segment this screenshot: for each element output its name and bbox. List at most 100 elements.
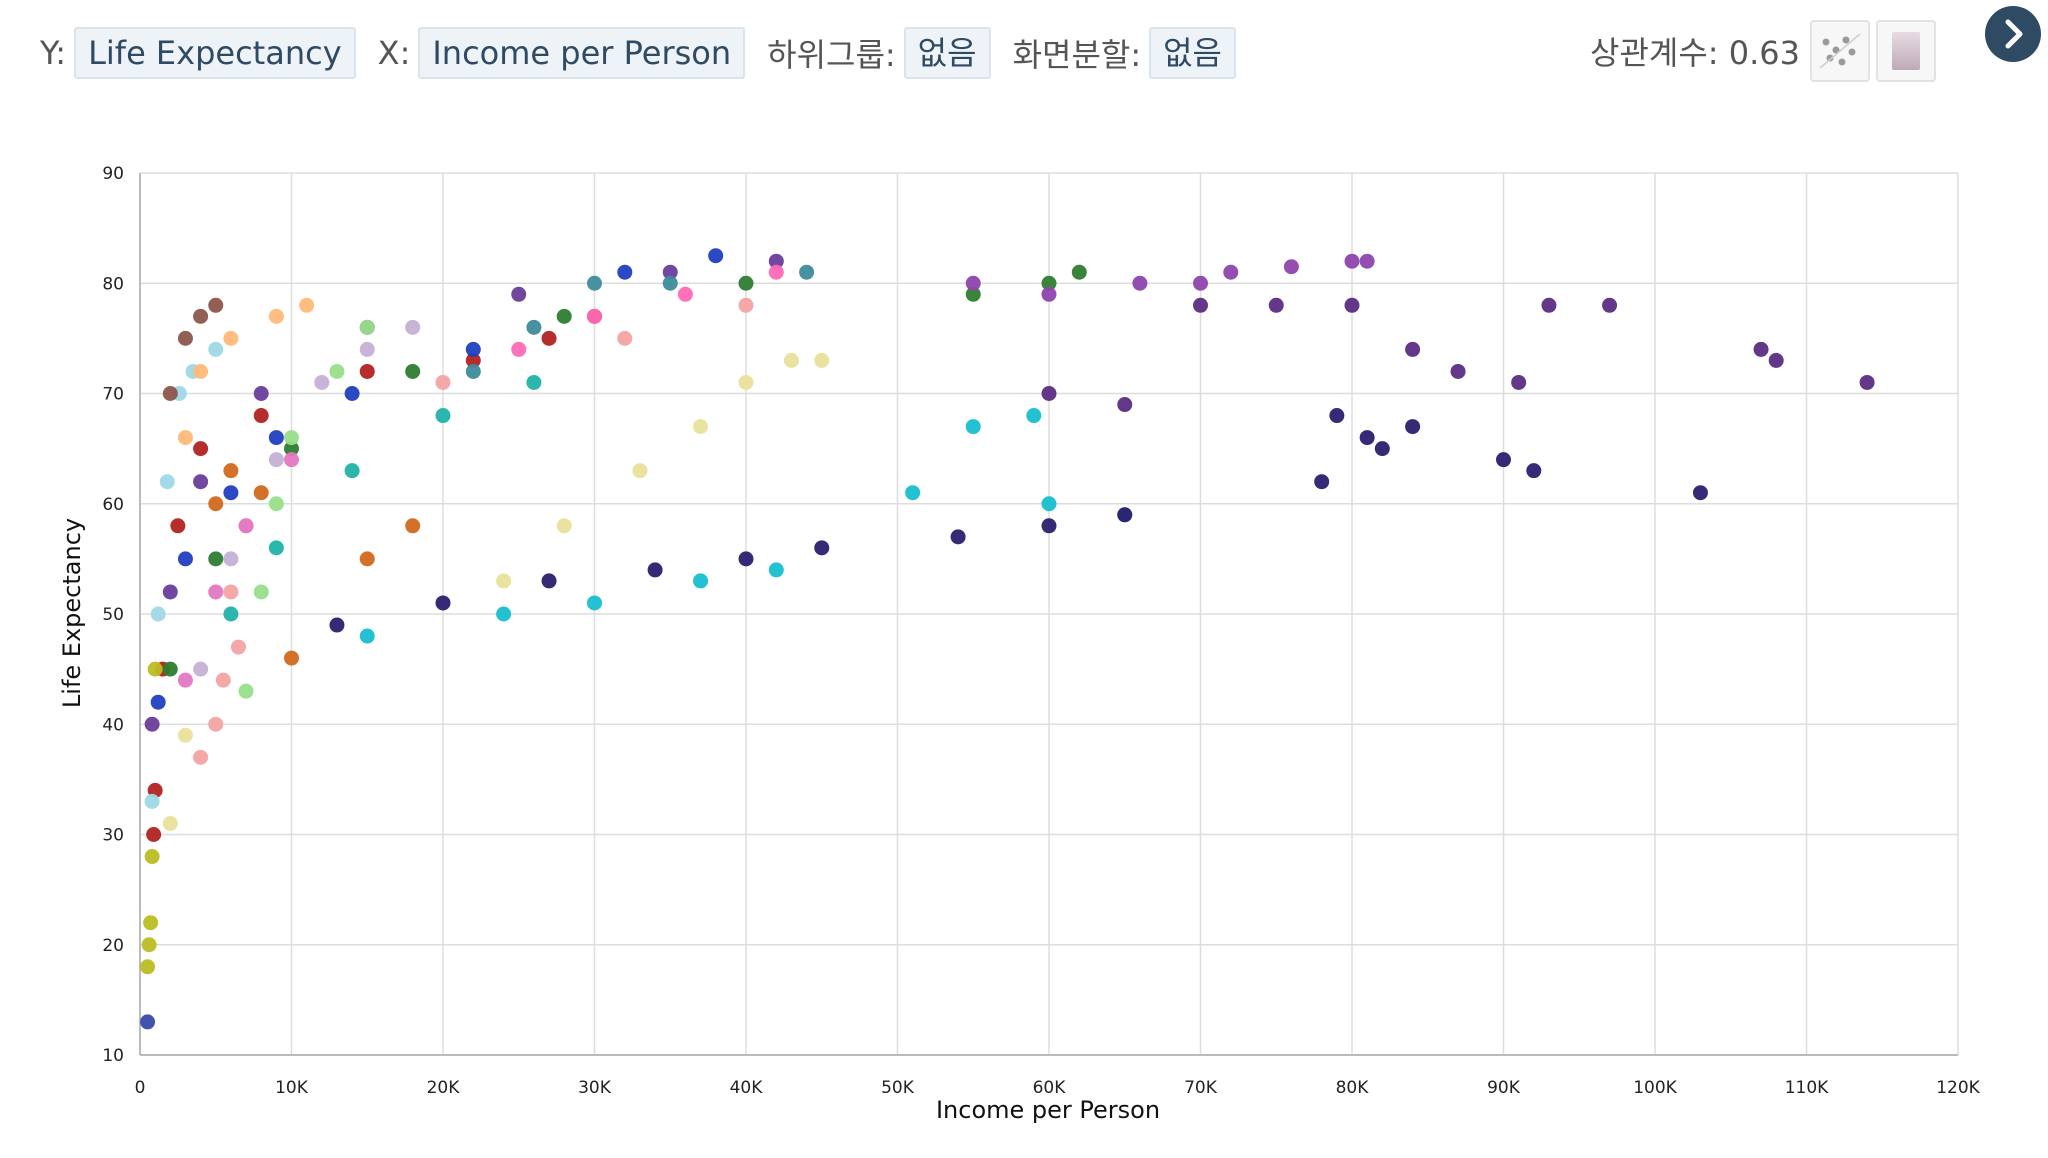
data-point[interactable] [238,683,254,699]
data-point[interactable] [526,319,542,335]
data-point[interactable] [344,386,360,401]
data-point[interactable] [556,518,572,534]
data-point[interactable] [359,341,375,357]
data-point[interactable] [768,253,784,269]
data-point[interactable] [1450,363,1466,379]
data-point[interactable] [253,408,269,424]
data-point[interactable] [435,374,451,390]
data-point[interactable] [587,595,602,611]
data-point[interactable] [268,540,284,556]
data-point[interactable] [1117,397,1133,413]
data-point[interactable] [329,363,345,379]
data-point[interactable] [150,694,166,710]
data-point[interactable] [1041,275,1057,291]
data-point[interactable] [141,937,157,953]
data-point[interactable] [814,352,830,368]
data-point[interactable] [1132,275,1148,291]
data-point[interactable] [193,749,209,765]
data-point[interactable] [496,606,512,622]
gradient-toggle-button[interactable] [1876,20,1936,82]
data-point[interactable] [465,352,481,368]
data-point[interactable] [662,264,678,280]
data-point[interactable] [1329,408,1345,424]
data-point[interactable] [1541,297,1557,313]
data-point[interactable] [465,363,481,379]
data-point[interactable] [1268,297,1284,313]
data-point[interactable] [223,584,239,600]
data-point[interactable] [208,716,224,732]
split-select[interactable]: 없음 [1149,27,1236,79]
data-point[interactable] [1753,341,1769,357]
data-point[interactable] [768,562,784,578]
data-point[interactable] [144,793,160,809]
data-point[interactable] [693,573,709,589]
data-point[interactable] [965,275,981,291]
data-point[interactable] [541,573,557,589]
data-point[interactable] [1602,297,1618,313]
data-point[interactable] [284,430,299,446]
data-point[interactable] [1359,253,1375,269]
data-point[interactable] [162,386,178,401]
data-point[interactable] [208,297,224,313]
data-point[interactable] [344,463,360,479]
data-point[interactable] [177,330,193,346]
data-point[interactable] [662,275,678,291]
data-point[interactable] [1692,485,1708,501]
data-point[interactable] [814,540,830,556]
data-point[interactable] [253,386,269,401]
data-point[interactable] [965,286,981,302]
data-point[interactable] [162,661,178,677]
data-point[interactable] [177,551,193,567]
data-point[interactable] [223,606,239,622]
data-point[interactable] [208,496,224,512]
data-point[interactable] [223,551,239,567]
data-point[interactable] [738,374,754,390]
data-point[interactable] [1041,386,1057,401]
data-point[interactable] [268,452,284,468]
data-point[interactable] [193,363,209,379]
data-point[interactable] [738,275,754,291]
data-point[interactable] [359,363,375,379]
data-point[interactable] [1496,452,1511,468]
data-point[interactable] [177,727,193,743]
data-point[interactable] [435,408,451,424]
data-point[interactable] [587,275,602,291]
data-point[interactable] [359,319,375,335]
data-point[interactable] [405,319,421,335]
next-button[interactable] [1985,6,2041,62]
data-point[interactable] [193,441,209,457]
data-point[interactable] [284,650,299,666]
data-point[interactable] [144,849,160,865]
data-point[interactable] [223,485,239,501]
data-point[interactable] [1405,341,1421,357]
data-point[interactable] [1223,264,1239,280]
data-point[interactable] [1359,430,1375,446]
data-point[interactable] [230,639,246,655]
data-point[interactable] [147,661,163,677]
data-point[interactable] [268,430,284,446]
data-point[interactable] [617,264,633,280]
data-point[interactable] [223,463,239,479]
data-point[interactable] [238,518,254,534]
data-point[interactable] [253,584,269,600]
data-point[interactable] [284,452,299,468]
data-point[interactable] [1344,297,1360,313]
data-point[interactable] [965,419,981,435]
data-point[interactable] [208,341,224,357]
data-point[interactable] [738,297,754,313]
data-point[interactable] [511,341,527,357]
scatter-toggle-button[interactable] [1810,20,1870,82]
data-point[interactable] [1041,518,1057,534]
data-point[interactable] [556,308,572,324]
data-point[interactable] [950,529,966,545]
data-point[interactable] [150,606,166,622]
data-point[interactable] [143,915,159,931]
data-point[interactable] [1193,275,1208,291]
data-point[interactable] [146,827,162,842]
data-point[interactable] [253,485,269,501]
data-point[interactable] [405,363,421,379]
data-point[interactable] [1041,286,1057,302]
data-point[interactable] [1344,253,1360,269]
data-point[interactable] [708,248,724,264]
data-point[interactable] [587,308,602,324]
